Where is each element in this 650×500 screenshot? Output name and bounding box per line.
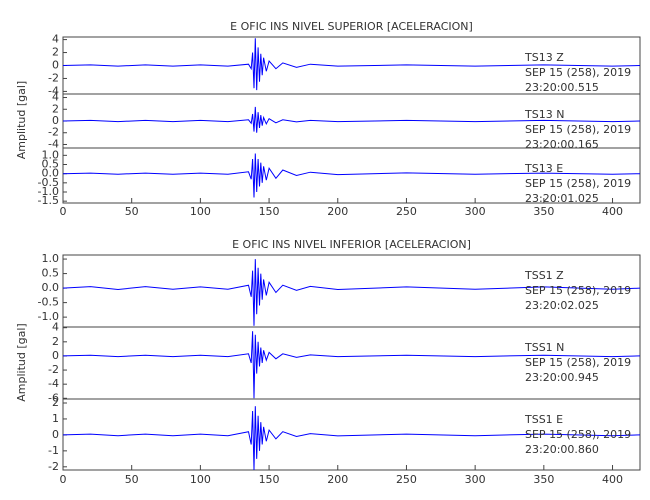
x-tick-label: 150 [259, 473, 280, 486]
x-tick-label: 350 [533, 473, 554, 486]
station-label: TS13 N [524, 108, 564, 121]
date-label: SEP 15 (258), 2019 [525, 123, 631, 136]
station-label: TSS1 Z [524, 269, 564, 282]
y-tick-label: -4 [48, 84, 59, 97]
x-tick-label: 50 [125, 473, 139, 486]
date-label: SEP 15 (258), 2019 [525, 356, 631, 369]
y-tick-label: -6 [48, 391, 59, 404]
x-tick-label: 250 [396, 473, 417, 486]
chart-title: E OFIC INS NIVEL SUPERIOR [ACELERACION] [230, 20, 473, 33]
y-axis-label: Amplitud [gal] [15, 323, 28, 401]
x-tick-label: 200 [327, 473, 348, 486]
x-tick-label: 200 [327, 205, 348, 218]
x-tick-label: 50 [125, 205, 139, 218]
y-tick-label: 4 [52, 91, 59, 104]
y-tick-label: 0 [52, 428, 59, 441]
y-axis-label: Amplitud [gal] [15, 81, 28, 159]
station-label: TSS1 E [524, 413, 563, 426]
y-tick-label: -4 [48, 377, 59, 390]
y-tick-label: 0.0 [42, 167, 60, 180]
y-tick-label: 0 [52, 349, 59, 362]
y-tick-label: -4 [48, 137, 59, 150]
y-tick-label: 0 [52, 59, 59, 72]
y-tick-label: 2 [52, 46, 59, 59]
date-label: SEP 15 (258), 2019 [525, 428, 631, 441]
x-tick-label: 300 [465, 205, 486, 218]
y-tick-label: -2 [48, 71, 59, 84]
y-tick-label: -2 [48, 363, 59, 376]
y-tick-label: 1 [52, 412, 59, 425]
y-tick-label: -1.0 [38, 185, 59, 198]
date-label: SEP 15 (258), 2019 [525, 66, 631, 79]
y-tick-label: 2 [52, 102, 59, 115]
x-tick-label: 100 [190, 473, 211, 486]
x-tick-label: 250 [396, 205, 417, 218]
y-tick-label: 1.0 [42, 148, 60, 161]
time-label: 23:20:01.025 [525, 192, 599, 205]
y-tick-label: -1 [48, 444, 59, 457]
time-label: 23:20:00.860 [525, 443, 599, 456]
y-tick-label: 4 [52, 33, 59, 46]
station-label: TS13 E [524, 162, 563, 175]
chart-title: E OFIC INS NIVEL INFERIOR [ACELERACION] [232, 238, 471, 251]
time-label: 23:20:00.945 [525, 371, 599, 384]
y-tick-label: 4 [52, 321, 59, 334]
trace [62, 331, 641, 399]
y-tick-label: 1.0 [42, 252, 60, 265]
station-label: TSS1 N [524, 341, 564, 354]
y-tick-label: -2 [48, 126, 59, 139]
y-tick-label: -2 [48, 460, 59, 473]
x-tick-label: 400 [602, 473, 623, 486]
x-tick-label: 0 [60, 473, 67, 486]
station-label: TS13 Z [524, 51, 564, 64]
y-tick-label: 0.5 [42, 267, 60, 280]
time-label: 23:20:02.025 [525, 299, 599, 312]
trace [62, 38, 641, 91]
trace [62, 259, 641, 326]
date-label: SEP 15 (258), 2019 [525, 284, 631, 297]
date-label: SEP 15 (258), 2019 [525, 177, 631, 190]
x-tick-label: 300 [465, 473, 486, 486]
y-tick-label: -1.5 [38, 194, 59, 207]
x-tick-label: 400 [602, 205, 623, 218]
trace [62, 406, 641, 471]
trace [62, 153, 641, 198]
y-tick-label: 0.5 [42, 158, 60, 171]
y-tick-label: 2 [52, 335, 59, 348]
time-label: 23:20:00.165 [525, 138, 599, 151]
y-tick-label: -0.5 [38, 296, 59, 309]
x-tick-label: 0 [60, 205, 67, 218]
x-tick-label: 350 [533, 205, 554, 218]
y-tick-label: 0 [52, 114, 59, 127]
y-tick-label: -1.0 [38, 310, 59, 323]
panel-frame [62, 147, 641, 204]
time-label: 23:20:00.515 [525, 81, 599, 94]
x-tick-label: 100 [190, 205, 211, 218]
y-tick-label: 0.0 [42, 281, 60, 294]
y-tick-label: -0.5 [38, 176, 59, 189]
trace [62, 106, 641, 133]
y-tick-label: 2 [52, 396, 59, 409]
x-tick-label: 150 [259, 205, 280, 218]
